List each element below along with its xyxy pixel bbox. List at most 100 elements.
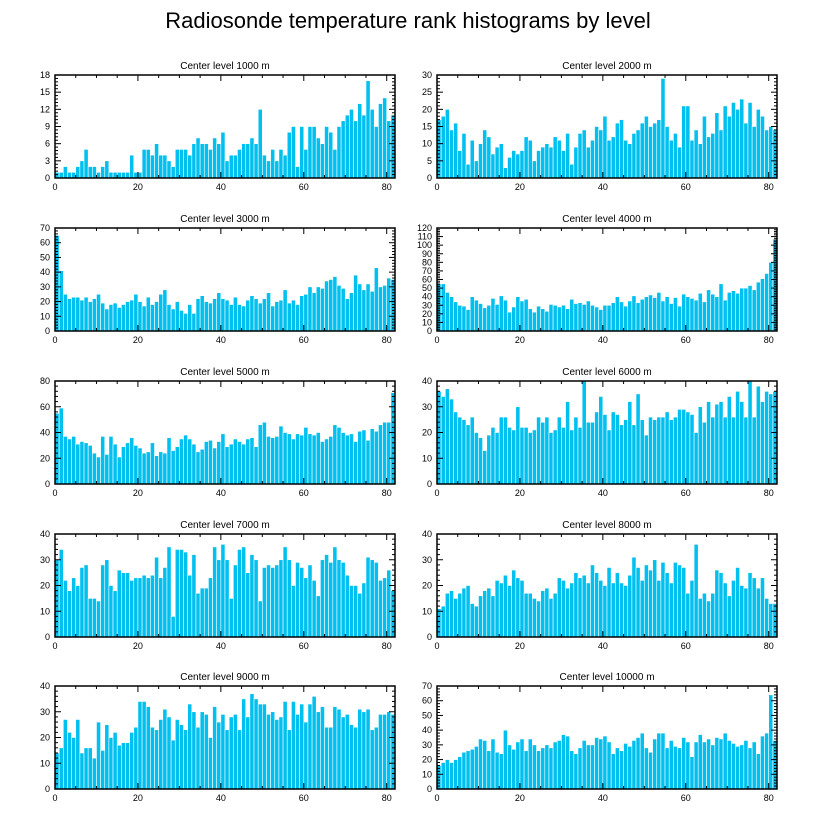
bar xyxy=(303,427,309,485)
bar xyxy=(614,296,620,332)
bar xyxy=(208,302,213,332)
bar xyxy=(677,409,682,485)
bar xyxy=(718,129,724,179)
bar xyxy=(299,567,305,638)
bar xyxy=(386,421,392,485)
bar xyxy=(336,126,342,179)
bar xyxy=(760,401,765,485)
bar xyxy=(158,451,164,485)
panel-title: Center level 10000 m xyxy=(559,672,654,683)
bar xyxy=(282,701,288,790)
bar xyxy=(498,143,504,179)
bar xyxy=(249,437,255,485)
bar xyxy=(722,582,728,638)
plot-frame xyxy=(436,685,778,790)
bar xyxy=(565,401,570,485)
bar xyxy=(199,143,205,179)
bar xyxy=(482,307,488,332)
bar xyxy=(373,726,379,790)
bar xyxy=(228,154,234,179)
bar xyxy=(478,738,483,790)
bar xyxy=(212,137,218,179)
bar xyxy=(631,740,637,790)
bar xyxy=(245,572,251,638)
bar xyxy=(170,616,176,638)
bar xyxy=(569,298,575,332)
bar xyxy=(232,564,238,638)
bar xyxy=(764,732,770,790)
bar xyxy=(631,556,637,638)
bar xyxy=(154,556,159,638)
x-tick-label: 60 xyxy=(681,335,691,345)
bar xyxy=(577,133,583,179)
panel-title: Center level 7000 m xyxy=(180,520,270,531)
bar xyxy=(764,273,770,332)
bar xyxy=(83,442,89,485)
bar xyxy=(121,572,126,638)
bar xyxy=(166,716,172,790)
bar xyxy=(353,441,358,485)
bar xyxy=(536,150,541,179)
bar xyxy=(673,133,678,179)
bar xyxy=(320,143,325,179)
bar xyxy=(324,438,329,485)
bar xyxy=(332,546,338,638)
bar xyxy=(449,296,454,332)
y-tick-label: 40 xyxy=(40,529,50,539)
bar xyxy=(635,393,641,485)
bar xyxy=(274,436,280,485)
bar xyxy=(486,587,492,638)
bar xyxy=(644,564,649,638)
bar xyxy=(191,313,197,332)
bar xyxy=(195,592,201,638)
y-tick-label: 10 xyxy=(40,606,50,616)
bar xyxy=(453,411,459,485)
bar xyxy=(150,304,155,332)
bar xyxy=(203,714,209,790)
y-tick-label: 20 xyxy=(422,104,432,114)
bar xyxy=(187,703,193,790)
bar xyxy=(536,750,541,790)
bar xyxy=(75,443,81,485)
bar xyxy=(286,559,292,638)
y-tick-label: 30 xyxy=(40,282,50,292)
bar xyxy=(116,307,122,332)
y-tick-label: 0 xyxy=(427,632,432,642)
bar xyxy=(552,304,558,332)
bar xyxy=(751,289,757,332)
bar xyxy=(548,146,554,179)
bar xyxy=(382,97,388,179)
bar xyxy=(536,305,541,332)
y-tick-label: 0 xyxy=(427,784,432,794)
y-tick-label: 20 xyxy=(422,428,432,438)
bar xyxy=(631,424,637,485)
bar xyxy=(357,103,363,179)
bar xyxy=(195,451,201,485)
bar xyxy=(556,577,562,638)
bar xyxy=(693,543,699,638)
bar xyxy=(108,304,114,332)
panel-1: Center level 1000 m 0 20 40 60 80 0 3 6 9 12 15 18 xyxy=(40,61,396,192)
bar xyxy=(361,429,367,485)
bar xyxy=(685,592,691,638)
bar xyxy=(444,592,450,638)
bar xyxy=(121,171,126,179)
bar xyxy=(706,401,711,485)
bar xyxy=(92,452,97,485)
bar xyxy=(461,419,467,485)
bar xyxy=(320,559,325,638)
bar xyxy=(540,146,546,179)
bar xyxy=(195,137,201,179)
bar xyxy=(324,280,329,332)
bar xyxy=(706,738,711,790)
bar xyxy=(726,740,732,790)
bar xyxy=(689,298,695,332)
y-tick-label: 20 xyxy=(40,733,50,743)
bar xyxy=(237,304,242,332)
bar xyxy=(212,706,218,790)
bar xyxy=(303,293,309,332)
bar xyxy=(726,396,732,485)
bar xyxy=(656,732,662,790)
y-tick-label: 30 xyxy=(422,555,432,565)
x-tick-label: 20 xyxy=(515,641,525,651)
